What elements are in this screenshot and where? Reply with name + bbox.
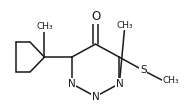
- Text: O: O: [91, 10, 100, 24]
- Text: N: N: [68, 79, 75, 89]
- Text: N: N: [92, 92, 99, 102]
- Text: CH₃: CH₃: [163, 76, 179, 85]
- Text: S: S: [140, 65, 147, 75]
- Text: N: N: [116, 79, 123, 89]
- Text: CH₃: CH₃: [116, 21, 133, 30]
- Text: CH₃: CH₃: [36, 22, 53, 31]
